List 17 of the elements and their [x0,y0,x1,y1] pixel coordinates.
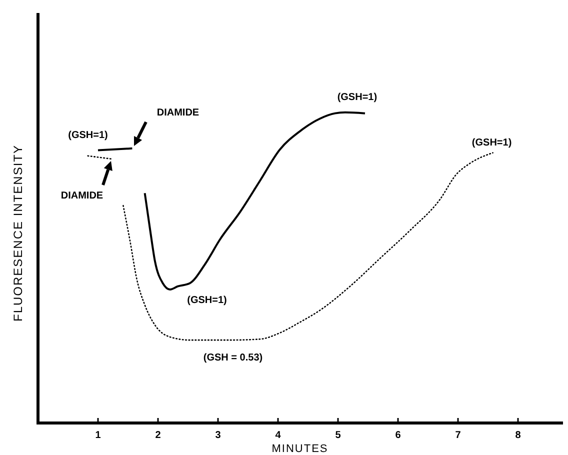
y-axis-title: FLUORESENCE INTENSITY [11,144,25,322]
x-tick-label: 5 [335,430,342,441]
annotation: (GSH=1) [337,92,378,104]
annotation: DIAMIDE [60,190,104,202]
x-tick-label: 7 [455,430,462,441]
annotation: (GSH=1) [68,130,108,141]
x-tick-label: 2 [155,430,162,441]
annotation: (GSH=1) [472,137,512,148]
annotation: DIAMIDE [156,108,200,119]
x-tick-label: 6 [395,430,402,441]
annotation: (GSH = 0.53) [203,352,263,364]
x-tick-label: 3 [215,430,222,441]
x-tick-label: 1 [95,430,102,441]
annotation: (GSH=1) [187,295,227,306]
x-tick-label: 8 [515,430,522,441]
x-axis-title: MINUTES [272,443,328,455]
x-tick-label: 4 [275,430,282,441]
